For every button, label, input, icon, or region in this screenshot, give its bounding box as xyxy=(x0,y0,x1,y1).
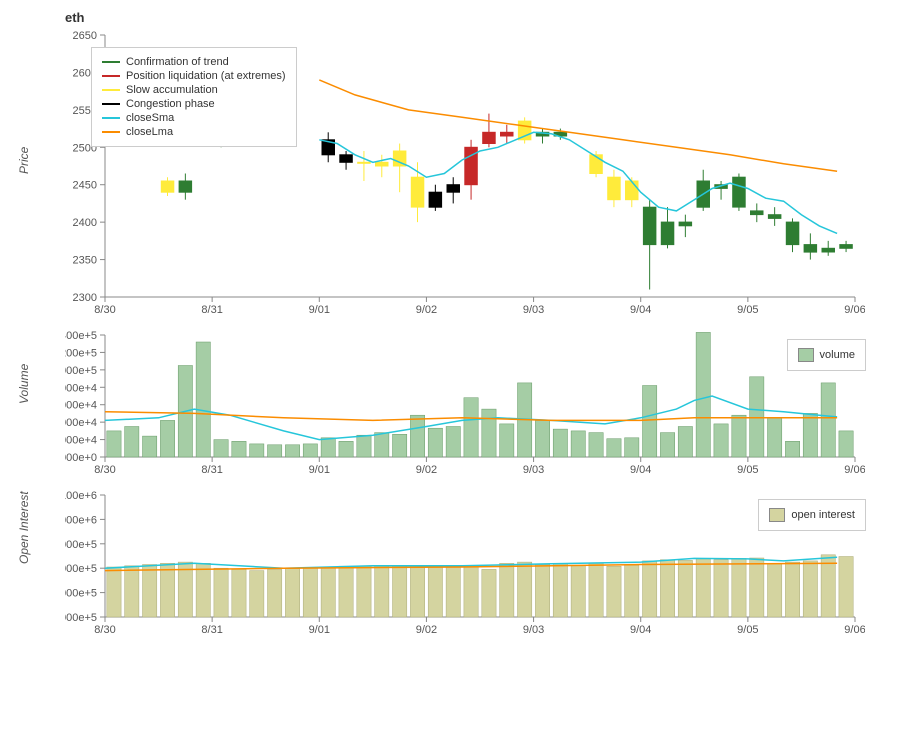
svg-text:1.400e+5: 1.400e+5 xyxy=(65,330,97,342)
legend-swatch xyxy=(102,75,120,77)
legend-item: open interest xyxy=(769,508,855,522)
oi-panel: Open Interest 6.000e+57.000e+58.000e+59.… xyxy=(65,489,880,639)
oi-chart: 6.000e+5 7.000e+5 8.000e+5 9.000e+5 1.000e+6… xyxy=(65,489,865,639)
legend-label: Congestion phase xyxy=(126,98,215,110)
legend-swatch xyxy=(798,348,814,362)
svg-text:1.000e+5: 1.000e+5 xyxy=(65,365,97,377)
svg-text:8/31: 8/31 xyxy=(201,464,222,476)
svg-text:9/06: 9/06 xyxy=(844,624,865,636)
legend-label: closeSma xyxy=(126,112,174,124)
price-legend: Confirmation of trend Position liquidatio… xyxy=(91,47,297,147)
svg-text:4.000e+4: 4.000e+4 xyxy=(65,417,97,429)
svg-text:7.000e+5: 7.000e+5 xyxy=(65,588,97,600)
svg-text:2300: 2300 xyxy=(73,292,97,304)
legend-swatch xyxy=(769,508,785,522)
svg-text:9/03: 9/03 xyxy=(523,304,544,316)
svg-text:2350: 2350 xyxy=(73,255,97,267)
chart-root: eth Price 230023502400245025002550260026… xyxy=(0,0,900,750)
chart-title: eth xyxy=(65,10,880,25)
legend-label: volume xyxy=(820,349,855,361)
oi-ylabel: Open Interest xyxy=(17,491,31,564)
legend-label: closeLma xyxy=(126,126,173,138)
svg-text:9/04: 9/04 xyxy=(630,624,651,636)
svg-text:8/31: 8/31 xyxy=(201,624,222,636)
svg-text:9/05: 9/05 xyxy=(737,464,758,476)
svg-text:9/06: 9/06 xyxy=(844,464,865,476)
svg-text:9/03: 9/03 xyxy=(523,624,544,636)
svg-text:2450: 2450 xyxy=(73,180,97,192)
price-ylabel: Price xyxy=(17,147,31,174)
svg-text:9/05: 9/05 xyxy=(737,624,758,636)
volume-ylabel: Volume xyxy=(17,364,31,404)
svg-text:9/03: 9/03 xyxy=(523,464,544,476)
svg-text:8/30: 8/30 xyxy=(94,464,115,476)
svg-text:9/02: 9/02 xyxy=(416,624,437,636)
svg-text:9/06: 9/06 xyxy=(844,304,865,316)
svg-text:9/05: 9/05 xyxy=(737,304,758,316)
svg-text:2.000e+4: 2.000e+4 xyxy=(65,435,97,447)
svg-text:8/31: 8/31 xyxy=(201,304,222,316)
svg-text:9/01: 9/01 xyxy=(309,464,330,476)
legend-item: Slow accumulation xyxy=(102,84,286,96)
svg-text:8.000e+4: 8.000e+4 xyxy=(65,382,97,394)
svg-text:9/02: 9/02 xyxy=(416,304,437,316)
legend-swatch xyxy=(102,117,120,119)
svg-text:9/02: 9/02 xyxy=(416,464,437,476)
svg-text:6.000e+5: 6.000e+5 xyxy=(65,612,97,624)
legend-item: Confirmation of trend xyxy=(102,56,286,68)
legend-label: Slow accumulation xyxy=(126,84,218,96)
svg-text:8/30: 8/30 xyxy=(94,624,115,636)
legend-swatch xyxy=(102,103,120,105)
legend-item: Position liquidation (at extremes) xyxy=(102,70,286,82)
oi-legend: open interest xyxy=(758,499,866,531)
svg-text:8/30: 8/30 xyxy=(94,304,115,316)
svg-text:0.000e+0: 0.000e+0 xyxy=(65,452,97,464)
legend-label: Confirmation of trend xyxy=(126,56,229,68)
volume-legend: volume xyxy=(787,339,866,371)
svg-text:1.200e+5: 1.200e+5 xyxy=(65,347,97,359)
svg-text:1.000e+6: 1.000e+6 xyxy=(65,514,97,526)
svg-text:2650: 2650 xyxy=(73,30,97,42)
legend-label: Position liquidation (at extremes) xyxy=(126,70,286,82)
legend-item: closeLma xyxy=(102,126,286,138)
legend-item: Congestion phase xyxy=(102,98,286,110)
svg-text:2400: 2400 xyxy=(73,217,97,229)
legend-swatch xyxy=(102,61,120,63)
legend-swatch xyxy=(102,89,120,91)
legend-item: volume xyxy=(798,348,855,362)
volume-chart: 0.000e+0 2.000e+4 4.000e+4 6.000e+4 8.000e+4… xyxy=(65,329,865,479)
svg-text:9/04: 9/04 xyxy=(630,304,651,316)
svg-text:9/04: 9/04 xyxy=(630,464,651,476)
legend-item: closeSma xyxy=(102,112,286,124)
svg-text:6.000e+4: 6.000e+4 xyxy=(65,400,97,412)
svg-text:9/01: 9/01 xyxy=(309,624,330,636)
legend-swatch xyxy=(102,131,120,133)
legend-label: open interest xyxy=(791,509,855,521)
svg-text:9.000e+5: 9.000e+5 xyxy=(65,539,97,551)
svg-text:9/01: 9/01 xyxy=(309,304,330,316)
svg-text:8.000e+5: 8.000e+5 xyxy=(65,563,97,575)
price-panel: Price 230023502400245025002550260026508/… xyxy=(65,29,880,319)
volume-panel: Volume 0.000e+02.000e+44.000e+46.000e+48… xyxy=(65,329,880,479)
svg-text:1.100e+6: 1.100e+6 xyxy=(65,490,97,502)
